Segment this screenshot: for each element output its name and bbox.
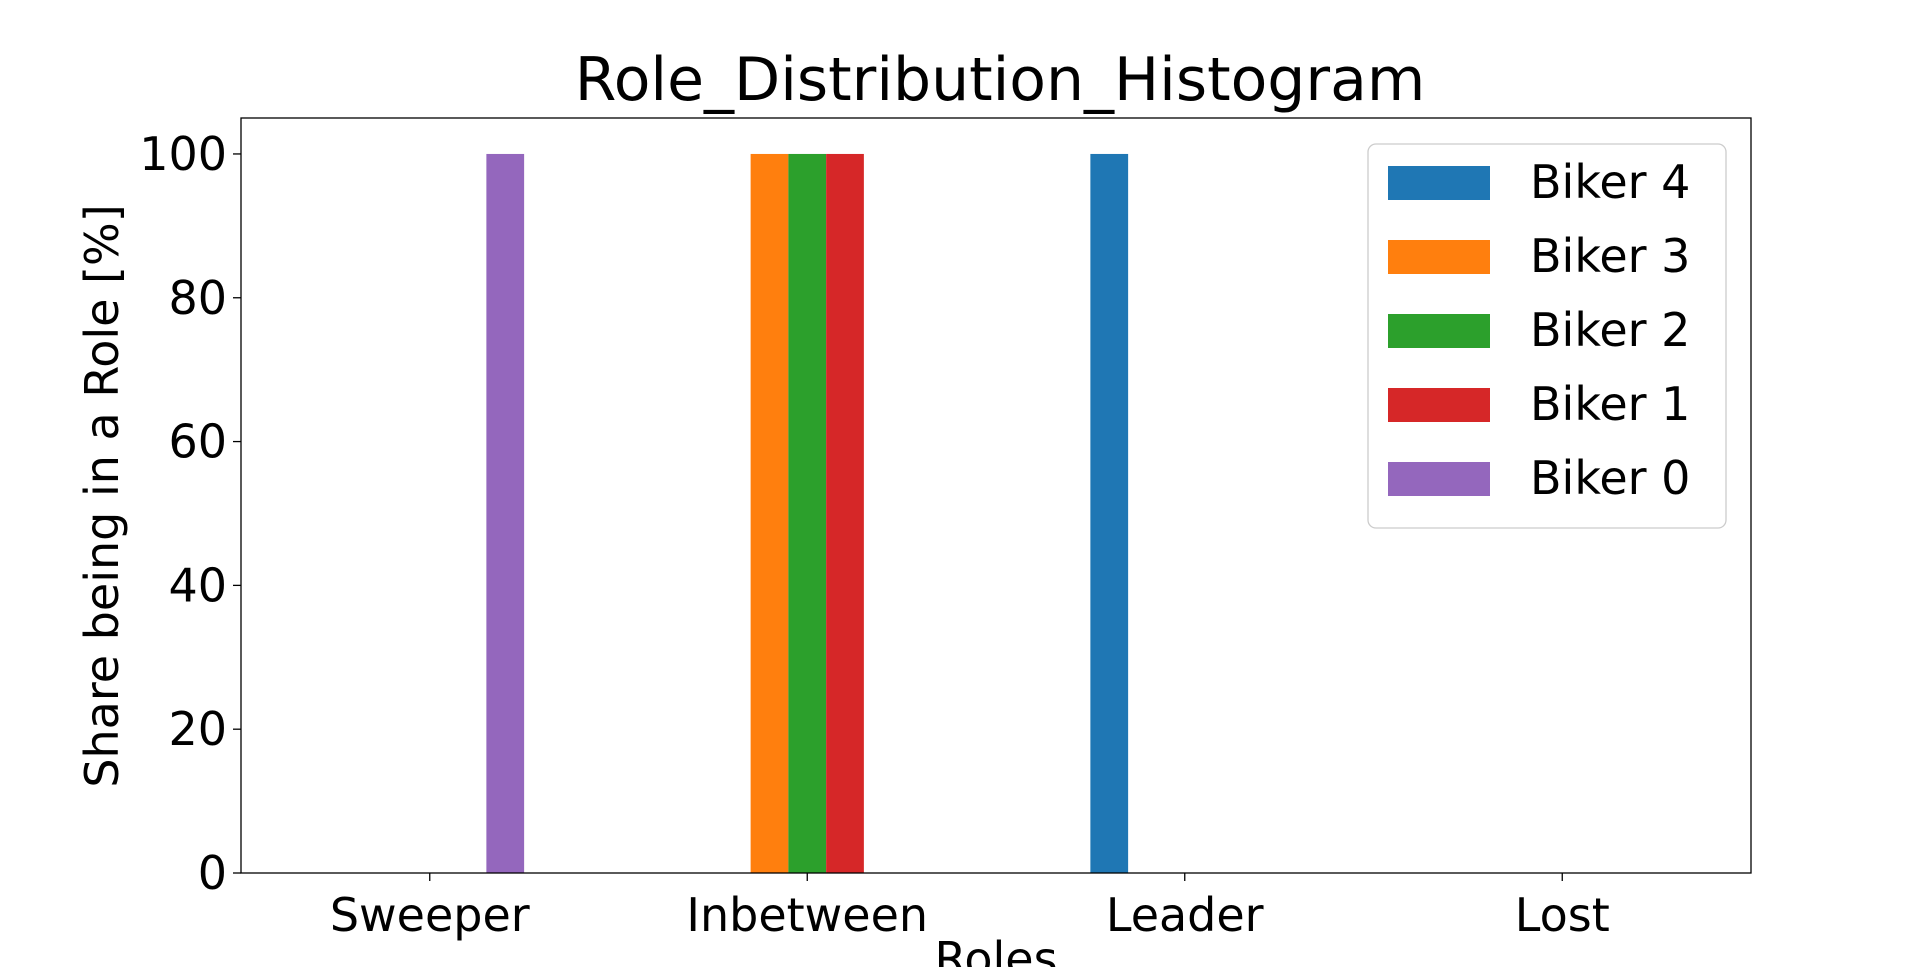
y-tick-label: 60 [168,415,227,469]
x-tick-label: Sweeper [330,888,530,942]
y-tick-label: 100 [139,127,227,181]
x-tick-label: Leader [1106,888,1264,942]
y-tick-label: 80 [168,271,227,325]
y-axis-label: Share being in a Role [%] [75,204,129,787]
legend-label: Biker 4 [1530,155,1690,209]
y-axis: 0 20 40 60 80 100 [139,127,241,900]
legend-swatch [1388,240,1490,274]
x-tick-label: Lost [1515,888,1610,942]
legend-swatch [1388,388,1490,422]
legend-label: Biker 2 [1530,303,1690,357]
x-tick-label: Inbetween [686,888,928,942]
x-axis-label: Roles [934,932,1057,967]
legend-swatch [1388,314,1490,348]
legend: Biker 4 Biker 3 Biker 2 Biker 1 Biker 0 [1367,143,1727,529]
y-tick-label: 0 [198,846,227,900]
legend-swatch [1388,166,1490,200]
plot-frame [240,117,1752,874]
legend-swatch [1388,462,1490,496]
plot-area [240,117,1752,874]
y-tick-label: 20 [168,702,227,756]
bar-biker-0-sweeper [486,153,525,873]
bar-biker-3-inbetween [750,153,789,873]
x-axis: Sweeper Inbetween Leader Lost [330,873,1610,942]
bar-biker-1-inbetween [826,153,864,873]
bar-biker-4-leader [1090,153,1129,873]
y-tick-label: 40 [168,558,227,612]
legend-label: Biker 3 [1530,229,1690,283]
legend-items: Biker 4 Biker 3 Biker 2 Biker 1 Biker 0 [1388,155,1690,505]
legend-label: Biker 1 [1530,377,1690,431]
chart-title: Role_Distribution_Histogram [575,45,1426,115]
bar-biker-2-inbetween [788,153,827,873]
bars [486,153,1129,873]
legend-label: Biker 0 [1530,451,1690,505]
